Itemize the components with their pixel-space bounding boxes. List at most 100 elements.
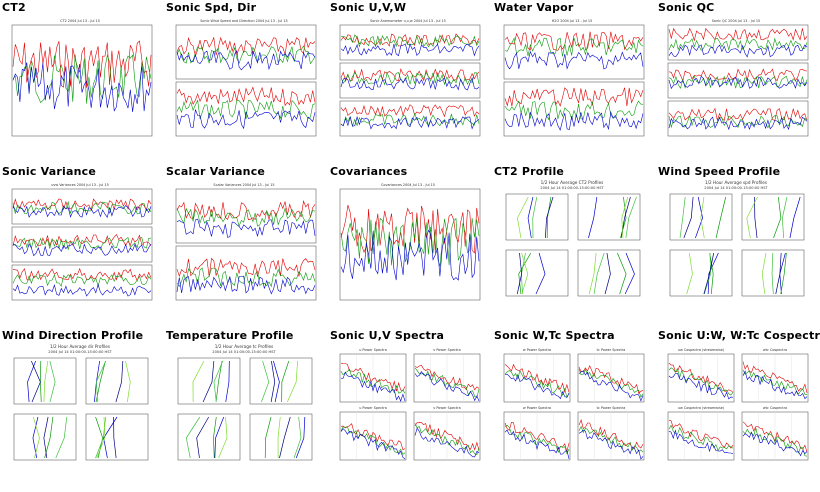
- spectrum-line: [578, 370, 644, 402]
- thumbnail-title[interactable]: Wind Speed Profile: [658, 165, 781, 178]
- time-series-plot[interactable]: Sonic Anemometer u,v,w 2004 Jul 13 - Jul…: [332, 16, 484, 144]
- thumbnail-sonic-u-v-spectra[interactable]: Sonic U,V Spectra u Power Spectra v Power …: [328, 328, 492, 492]
- thumbnail-temperature-profile[interactable]: Temperature Profile 1/2 Hour Average tc P…: [164, 328, 328, 492]
- thumbnail-title[interactable]: Sonic Spd, Dir: [166, 1, 257, 14]
- thumbnail-title[interactable]: Covariances: [330, 165, 408, 178]
- thumbnail-wind-speed-profile[interactable]: Wind Speed Profile 1/2 Hour Average spd P…: [656, 164, 820, 328]
- profile-line: [27, 360, 36, 403]
- thumbnail-title[interactable]: CT2: [2, 1, 26, 14]
- thumbnail-title[interactable]: Sonic U,V Spectra: [330, 329, 445, 342]
- series-line: [504, 50, 644, 70]
- plot-subtitle: u Power Spectra: [359, 348, 387, 352]
- series-line: [504, 100, 644, 121]
- thumbnail-title[interactable]: Sonic W,Tc Spectra: [494, 329, 615, 342]
- thumbnail-ct2[interactable]: CT2 CT2 2004 Jul 13 - Jul 15: [0, 0, 164, 164]
- thumbnail-covariances[interactable]: Covariances Covariances 2004 Jul 13 - Jul…: [328, 164, 492, 328]
- profile-line: [279, 416, 291, 459]
- thumbnail-sonic-w-tc-spectra[interactable]: Sonic W,Tc Spectra w Power Spectra tc Powe…: [492, 328, 656, 492]
- series-line: [176, 275, 316, 295]
- spectrum-line: [742, 431, 808, 457]
- series-line: [12, 40, 152, 88]
- plot-subtitle: 1/2 Hour Average CT2 Profiles: [541, 180, 604, 185]
- plot-subtitle: 2004 Jul 14 01:00:00-15:00:00 HST: [48, 350, 112, 354]
- thumbnail-sonic-variance[interactable]: Sonic Variance uvw Variances 2004 Jul 13 …: [0, 164, 164, 328]
- plot-panel: [11, 24, 153, 137]
- thumbnail-title[interactable]: Sonic U,V,W: [330, 1, 407, 14]
- thumbnail-water-vapor[interactable]: Water Vapor H2O 2004 Jul 13 - Jul 15: [492, 0, 656, 164]
- plot-subtitle: wtc Cospectra: [763, 406, 787, 410]
- time-series-plot[interactable]: Sonic QC 2004 Jul 13 - Jul 15: [660, 16, 812, 144]
- thumbnail-title[interactable]: Water Vapor: [494, 1, 574, 14]
- series-line: [176, 99, 316, 120]
- series-line: [340, 229, 480, 281]
- profile-line: [32, 416, 40, 459]
- thumbnail-title[interactable]: Temperature Profile: [166, 329, 294, 342]
- thumbnail-title[interactable]: Sonic U:W, W:Tc Cospectra: [658, 329, 820, 342]
- profile-line: [218, 416, 228, 459]
- time-series-plot[interactable]: Scalar Variances 2004 Jul 13 - Jul 15: [168, 180, 320, 308]
- profile-line: [700, 196, 705, 239]
- series-line: [12, 233, 152, 247]
- series-line: [668, 44, 808, 58]
- thumbnail-scalar-variance[interactable]: Scalar Variance Scalar Variances 2004 Jul…: [164, 164, 328, 328]
- profile-line: [32, 416, 39, 459]
- time-series-plot[interactable]: Sonic Wind Speed and Direction 2004 Jul …: [168, 16, 320, 144]
- series-line: [12, 205, 152, 219]
- thumbnail-wind-direction-profile[interactable]: Wind Direction Profile 1/2 Hour Average d…: [0, 328, 164, 492]
- thumbnail-ct2-profile[interactable]: CT2 Profile 1/2 Hour Average CT2 Profiles…: [492, 164, 656, 328]
- time-series-plot[interactable]: uvw Variances 2004 Jul 13 - Jul 15: [4, 180, 156, 308]
- time-series-plot[interactable]: CT2 2004 Jul 13 - Jul 15: [4, 16, 156, 144]
- profile-plot[interactable]: 1/2 Hour Average CT2 Profiles 2004 Jul 14…: [496, 180, 648, 308]
- series-line: [340, 71, 480, 86]
- profile-plot[interactable]: 1/2 Hour Average spd Profiles 2004 Jul 14…: [660, 180, 812, 308]
- spectra-plot[interactable]: w Power Spectra tc Power Spectra w Power S…: [496, 344, 648, 472]
- time-series-plot[interactable]: Covariances 2004 Jul 13 - Jul 15: [332, 180, 484, 308]
- profile-panel: [85, 413, 149, 461]
- thumbnail-sonic-spd-dir[interactable]: Sonic Spd, Dir Sonic Wind Speed and Direc…: [164, 0, 328, 164]
- profile-line: [604, 252, 611, 295]
- profile-line: [270, 360, 276, 403]
- series-line: [668, 68, 808, 82]
- profile-line: [273, 360, 280, 403]
- plot-image: uvw Variances 2004 Jul 13 - Jul 15: [11, 183, 153, 301]
- spectra-plot[interactable]: u Power Spectra v Power Spectra u Power Sp…: [332, 344, 484, 472]
- profile-line: [55, 416, 68, 459]
- spectra-plot[interactable]: uw Cospectra (streamwise) wtc Cospectra uw…: [660, 344, 812, 472]
- series-line: [176, 200, 316, 221]
- thumbnail-sonic-u-v-w[interactable]: Sonic U,V,W Sonic Anemometer u,v,w 2004 J…: [328, 0, 492, 164]
- series-line: [668, 116, 808, 131]
- profile-line: [775, 252, 782, 295]
- spectrum-line: [668, 424, 734, 452]
- profile-line: [516, 252, 522, 295]
- series-line: [12, 198, 152, 212]
- thumbnail-title[interactable]: Sonic Variance: [2, 165, 96, 178]
- plot-subtitle: u Power Spectra: [359, 406, 387, 410]
- series-line: [12, 283, 152, 297]
- profile-line: [215, 360, 223, 403]
- plot-image: Sonic Anemometer u,v,w 2004 Jul 13 - Jul…: [339, 19, 481, 137]
- series-line: [504, 111, 644, 131]
- series-line: [668, 107, 808, 122]
- plot-subtitle: v Power Spectra: [433, 406, 460, 410]
- thumbnail-sonic-u-w-w-tc-cospectra[interactable]: Sonic U:W, W:Tc Cospectra uw Cospectra (s…: [656, 328, 820, 492]
- series-line: [12, 62, 152, 112]
- profile-panel: [505, 249, 569, 297]
- series-line: [12, 200, 152, 215]
- profile-line: [213, 360, 224, 403]
- plot-subtitle: Scalar Variances 2004 Jul 13 - Jul 15: [213, 183, 274, 187]
- profile-plot[interactable]: 1/2 Hour Average dir Profiles 2004 Jul 14…: [4, 344, 156, 472]
- thumbnail-title[interactable]: Scalar Variance: [166, 165, 266, 178]
- series-line: [340, 112, 480, 127]
- plot-subtitle: Sonic Anemometer u,v,w 2004 Jul 13 - Jul…: [370, 19, 446, 23]
- plot-image: w Power Spectra tc Power Spectra w Power S…: [503, 348, 645, 461]
- thumbnail-title[interactable]: Sonic QC: [658, 1, 715, 14]
- profile-line: [624, 252, 635, 295]
- spectrum-line: [504, 424, 570, 455]
- profile-plot[interactable]: 1/2 Hour Average tc Profiles 2004 Jul 14 …: [168, 344, 320, 472]
- thumbnail-title[interactable]: Wind Direction Profile: [2, 329, 144, 342]
- thumbnail-title[interactable]: CT2 Profile: [494, 165, 565, 178]
- thumbnail-sonic-qc[interactable]: Sonic QC Sonic QC 2004 Jul 13 - Jul 15: [656, 0, 820, 164]
- profile-line: [773, 196, 782, 239]
- profile-line: [679, 196, 686, 239]
- time-series-plot[interactable]: H2O 2004 Jul 13 - Jul 15: [496, 16, 648, 144]
